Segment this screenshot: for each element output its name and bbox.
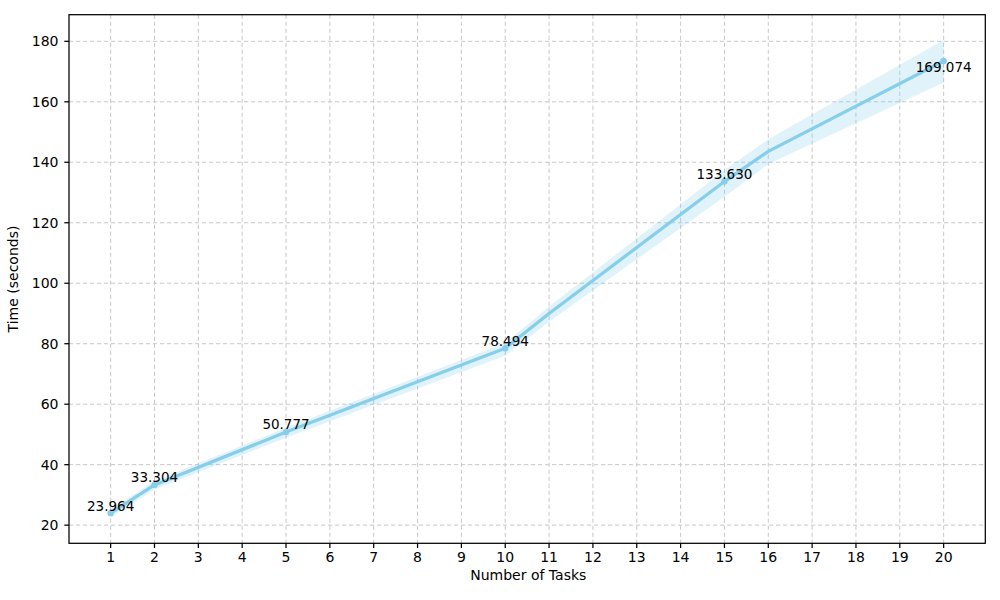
x-tick-label: 14	[672, 549, 690, 565]
x-axis-title: Number of Tasks	[470, 567, 586, 583]
y-tick-label: 60	[41, 396, 59, 412]
point-label: 33.304	[131, 469, 178, 485]
x-tick-label: 20	[935, 549, 953, 565]
line-chart: 1234567891011121314151617181920204060801…	[0, 0, 1000, 600]
confidence-band	[111, 40, 944, 517]
y-tick-label: 100	[32, 275, 59, 291]
x-tick-label: 12	[584, 549, 602, 565]
y-tick-label: 40	[41, 457, 59, 473]
y-tick-label: 160	[32, 94, 59, 110]
x-tick-label: 6	[325, 549, 334, 565]
point-label: 50.777	[262, 416, 309, 432]
point-label: 78.494	[482, 333, 529, 349]
y-tick-label: 80	[41, 336, 59, 352]
ci-band	[111, 40, 944, 517]
y-tick-label: 140	[32, 154, 59, 170]
x-tick-label: 17	[803, 549, 821, 565]
x-tick-label: 11	[540, 549, 558, 565]
point-label: 133.630	[697, 166, 753, 182]
y-axis-title: Time (seconds)	[5, 226, 21, 334]
x-tick-label: 7	[369, 549, 378, 565]
point-label: 169.074	[916, 59, 972, 75]
y-tick-label: 120	[32, 215, 59, 231]
y-tick-label: 20	[41, 517, 59, 533]
x-tick-label: 1	[106, 549, 115, 565]
y-tick-label: 180	[32, 33, 59, 49]
x-tick-label: 16	[759, 549, 777, 565]
x-tick-label: 13	[628, 549, 646, 565]
x-tick-label: 10	[496, 549, 514, 565]
x-tick-label: 9	[457, 549, 466, 565]
x-tick-label: 19	[891, 549, 909, 565]
x-tick-label: 4	[238, 549, 247, 565]
x-tick-label: 2	[150, 549, 159, 565]
figure: 1234567891011121314151617181920204060801…	[0, 0, 1000, 600]
x-tick-label: 8	[413, 549, 422, 565]
point-label: 23.964	[87, 498, 134, 514]
x-tick-label: 15	[716, 549, 734, 565]
x-tick-label: 5	[282, 549, 291, 565]
x-tick-label: 3	[194, 549, 203, 565]
x-tick-label: 18	[847, 549, 865, 565]
